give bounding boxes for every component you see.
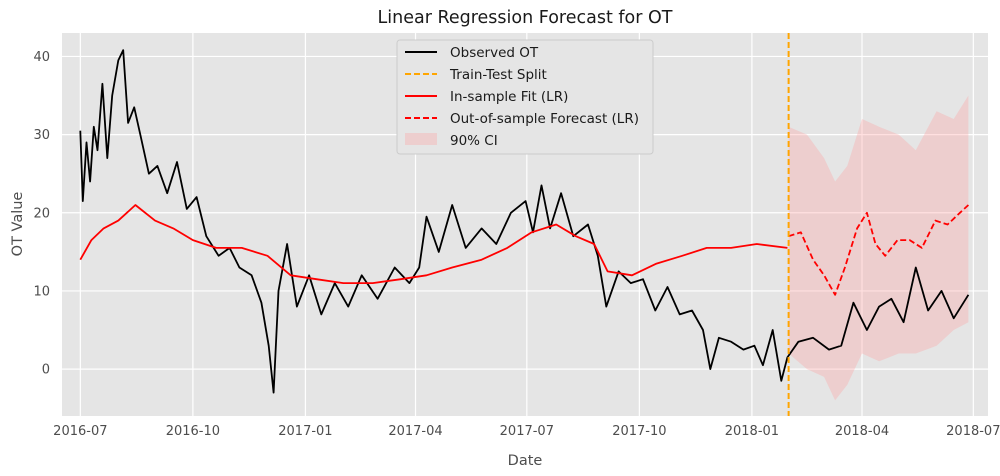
- series-layer: [79, 33, 970, 416]
- in-sample-fit-line: [79, 204, 788, 285]
- legend-label-forecast: Out-of-sample Forecast (LR): [450, 111, 639, 127]
- y-axis-label: OT Value: [10, 192, 26, 257]
- legend-swatch-ci: [405, 133, 437, 145]
- observed-ot-line: [79, 49, 970, 394]
- chart-title: Linear Regression Forecast for OT: [378, 8, 673, 28]
- x-axis-label: Date: [508, 453, 543, 469]
- y-tick-label: 10: [33, 284, 50, 299]
- legend-label-insample: In-sample Fit (LR): [450, 89, 568, 105]
- legend-box: [396, 39, 654, 155]
- x-tick-label: 2018-04: [835, 424, 889, 439]
- y-tick-label: 0: [42, 363, 50, 378]
- x-tick-label: 2016-10: [166, 424, 220, 439]
- tick-labels: 2016-07 2016-10 2017-01 2017-04 2017-07 2017-…: [33, 50, 1000, 439]
- x-tick-label: 2017-07: [500, 424, 554, 439]
- legend: Observed OT Train-Test Split In-sample F…: [396, 39, 654, 155]
- y-tick-label: 20: [33, 206, 50, 221]
- x-tick-label: 2016-07: [53, 424, 107, 439]
- y-tick-label: 30: [33, 128, 50, 143]
- legend-label-ci: 90% CI: [450, 133, 498, 149]
- legend-label-observed: Observed OT: [450, 45, 539, 61]
- forecast-line: [788, 204, 970, 296]
- y-tick-label: 40: [33, 50, 50, 65]
- x-tick-label: 2017-01: [278, 424, 332, 439]
- x-tick-label: 2018-01: [725, 424, 779, 439]
- x-tick-label: 2017-10: [612, 424, 666, 439]
- legend-label-split: Train-Test Split: [449, 67, 547, 83]
- x-tick-label: 2018-07: [946, 424, 1000, 439]
- x-tick-label: 2017-04: [388, 424, 442, 439]
